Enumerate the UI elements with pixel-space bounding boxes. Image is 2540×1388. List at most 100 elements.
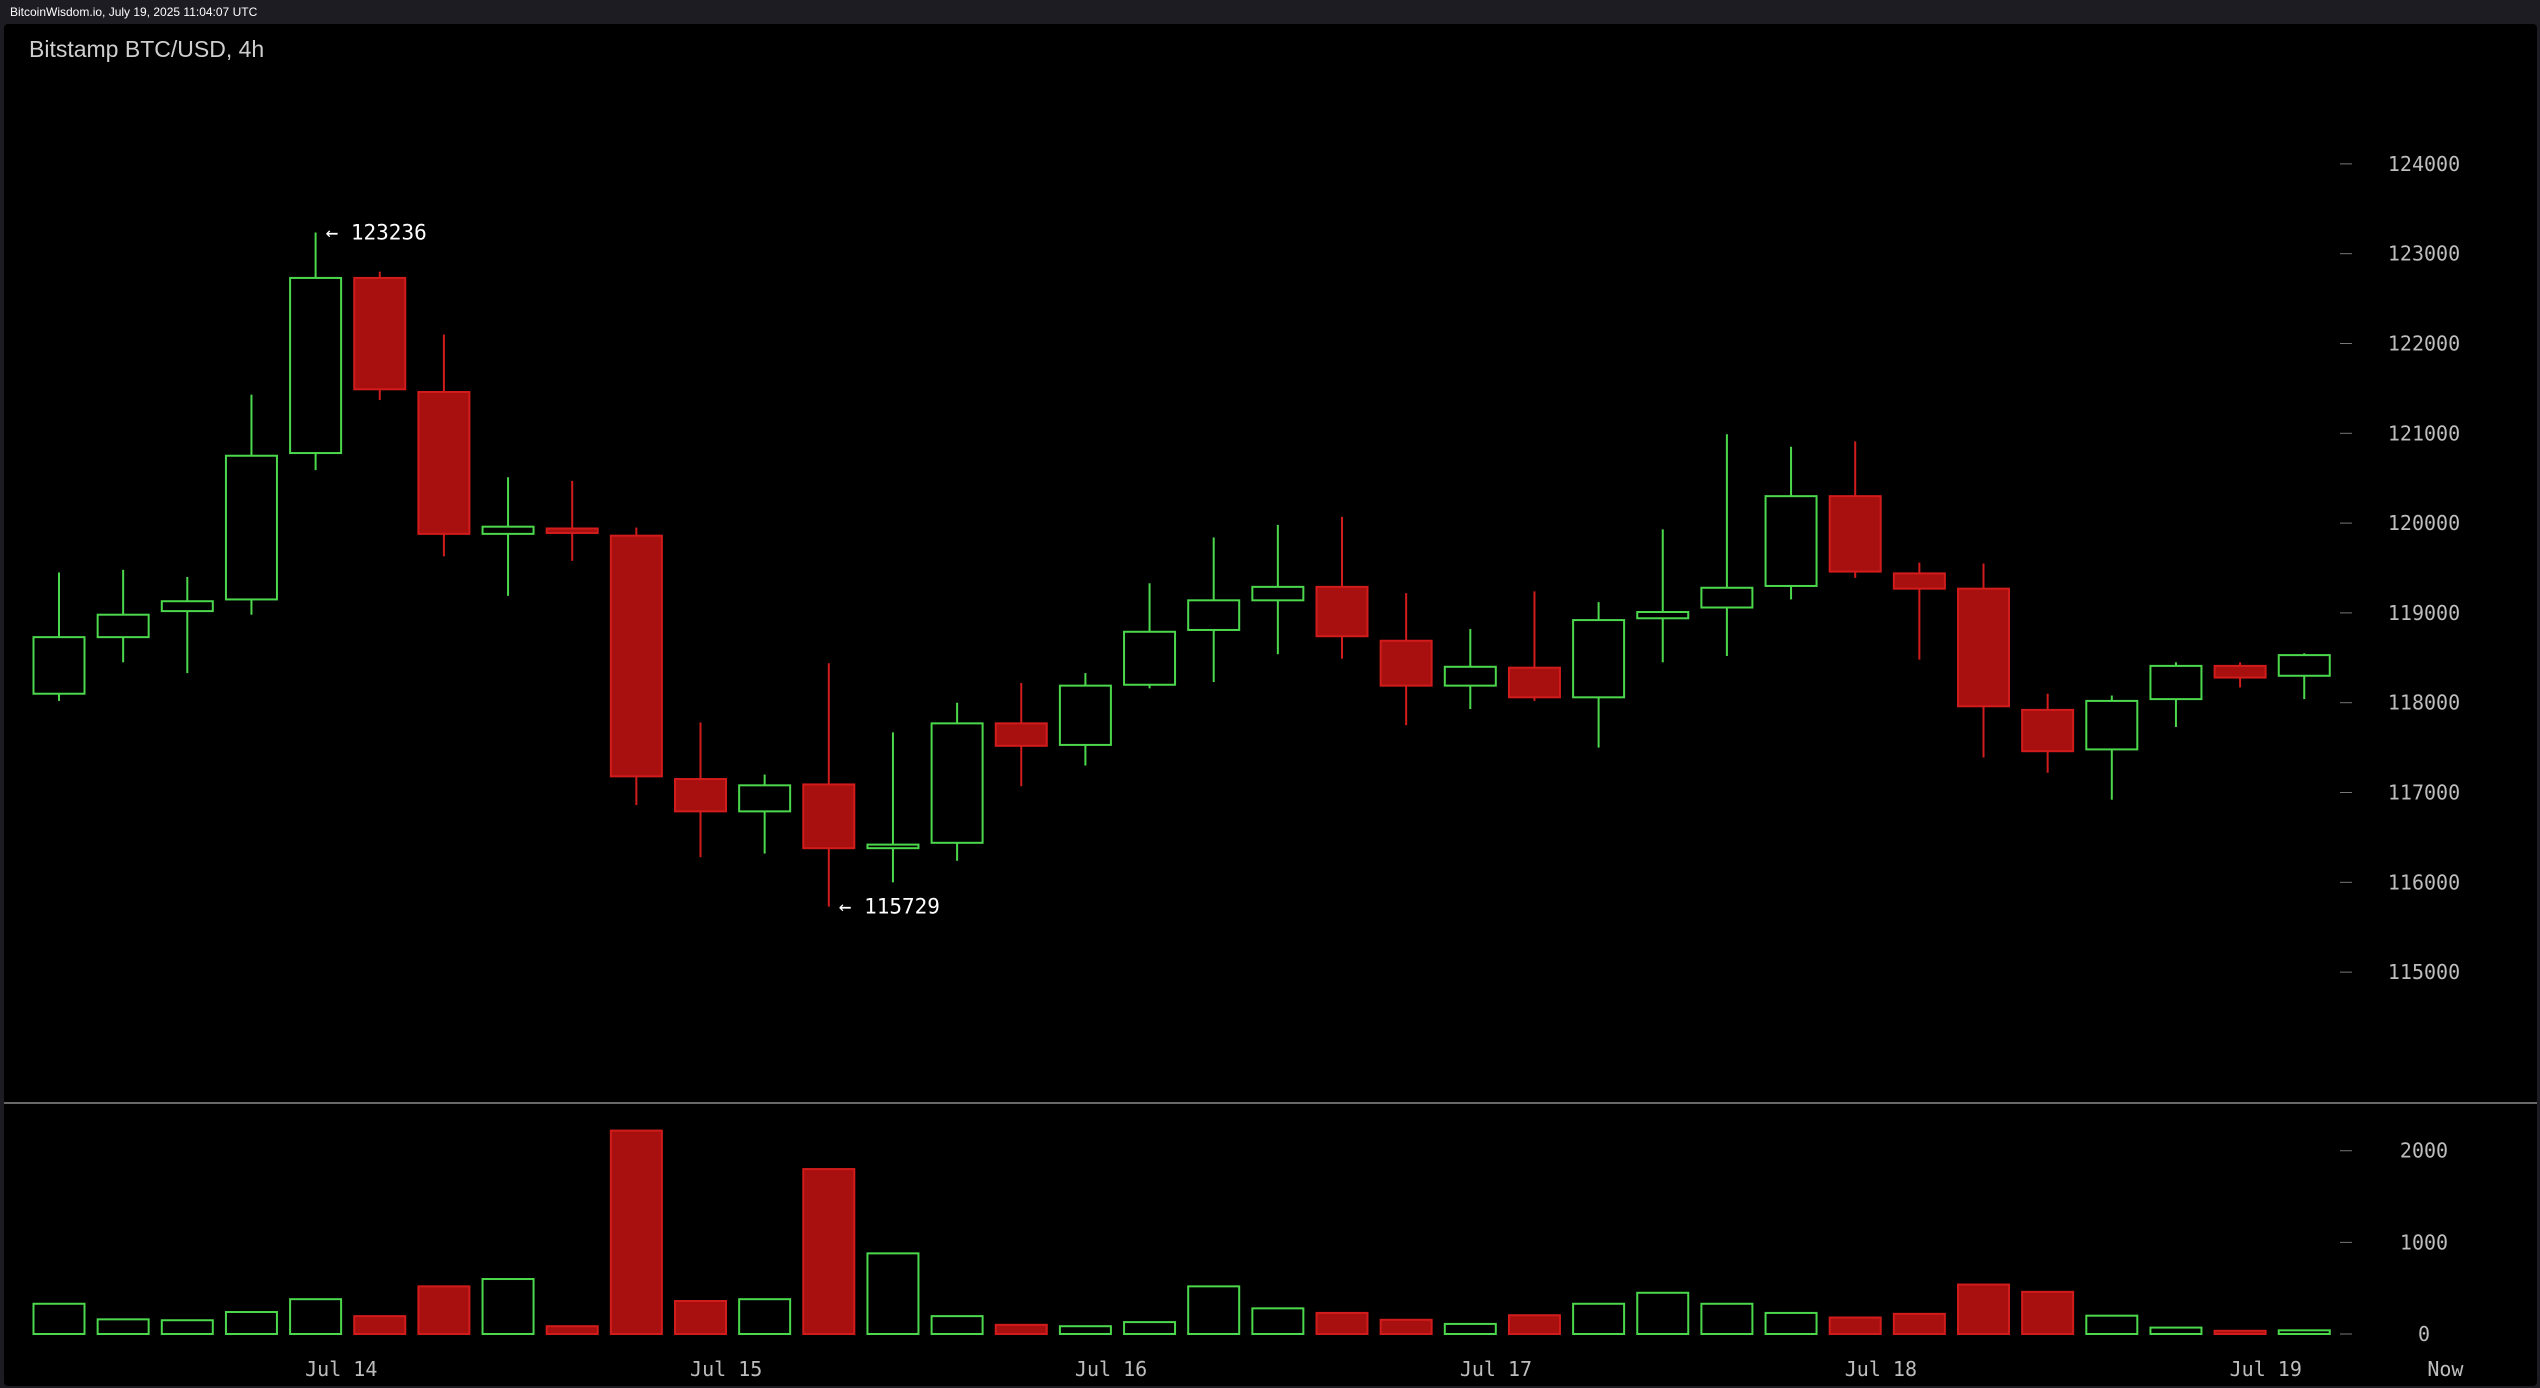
volume-bar-up (289, 1298, 343, 1336)
volume-bar-down (1957, 1283, 2010, 1335)
price-tick-label: 117000 (2388, 781, 2460, 805)
volume-bar-up (738, 1298, 792, 1336)
volume-bar-up (96, 1318, 150, 1336)
volume-tick-label: 1000 (2400, 1230, 2448, 1254)
volume-bar-up (1636, 1291, 1690, 1335)
candle-body-up (1187, 599, 1241, 631)
candle-body-down (994, 722, 1048, 747)
volume-bar-down (1379, 1318, 1433, 1336)
volume-bar-up (160, 1319, 214, 1335)
candle-body-up (1572, 619, 1626, 699)
x-axis-label: Jul 14 (305, 1357, 377, 1381)
volume-bar-down (417, 1285, 471, 1335)
volume-bar-up (2085, 1314, 2139, 1335)
labels-group: ← 123236 ← 115729 (326, 220, 940, 918)
x-axis-label: Jul 16 (1075, 1357, 1147, 1381)
price-tick-label: 122000 (2388, 331, 2460, 355)
candle-body-down (1315, 585, 1369, 638)
volume-bar-up (866, 1252, 920, 1335)
price-tick-label: 119000 (2388, 601, 2460, 625)
candle-body-up (96, 613, 150, 639)
volume-bar-up (224, 1311, 278, 1335)
candle-body-up (1123, 630, 1177, 686)
candle-body-down (2021, 708, 2075, 753)
candle-body-down (674, 778, 727, 813)
candle-body-down (1957, 587, 2010, 708)
volume-group (32, 1129, 2331, 1336)
volume-bar-up (1572, 1302, 1626, 1335)
candle-body-down (353, 276, 407, 391)
candle-body-down (545, 527, 599, 534)
candle-body-down (1507, 666, 1561, 699)
volume-bar-up (930, 1315, 984, 1336)
candle-body-up (930, 722, 984, 844)
site-label: BitcoinWisdom.io, July 19, 2025 11:04:07… (10, 5, 258, 19)
volume-bar-down (353, 1315, 407, 1336)
volume-bar-down (1828, 1316, 1882, 1335)
chart-panel: 124000 123000 122000 121000 120000 119000 1180… (4, 24, 2537, 1386)
candle-body-up (866, 843, 920, 850)
x-axis-label: Jul 19 (2230, 1357, 2302, 1381)
volume-bar-up (1187, 1285, 1241, 1335)
volume-bar-down (1892, 1312, 1946, 1336)
volume-bar-up (32, 1302, 86, 1335)
candle-body-up (1443, 665, 1497, 687)
volume-bar-up (1764, 1311, 1818, 1336)
volume-bar-down (1507, 1314, 1561, 1335)
candle-body-up (1764, 495, 1818, 587)
candle-body-up (1058, 684, 1112, 746)
volume-bar-up (481, 1278, 535, 1335)
price-tick-label: 124000 (2388, 152, 2460, 176)
candle-body-up (2277, 654, 2331, 677)
volume-bar-up (2149, 1326, 2203, 1336)
price-tick-label: 120000 (2388, 511, 2460, 535)
volume-bar-down (545, 1325, 599, 1335)
candle-body-up (2085, 699, 2139, 751)
candle-body-down (1892, 572, 1946, 590)
candle-body-up (481, 525, 535, 535)
candle-body-down (2213, 664, 2267, 679)
candle-body-up (224, 454, 278, 601)
candle-body-down (417, 390, 471, 535)
volume-bar-up (1123, 1321, 1177, 1336)
bodies-group (32, 276, 2331, 850)
candlestick-chart[interactable]: 124000 123000 122000 121000 120000 119000 1180… (4, 24, 2537, 1386)
volume-tick-label: 2000 (2400, 1139, 2448, 1163)
volume-bar-down (674, 1300, 727, 1335)
candle-body-up (1636, 611, 1690, 620)
candle-body-down (1828, 495, 1882, 573)
volume-bar-up (1700, 1302, 1754, 1335)
price-annotation: ← 123236 (326, 220, 427, 244)
candle-body-down (1379, 639, 1433, 687)
volume-bar-down (1315, 1311, 1369, 1336)
x-axis-label: Jul 18 (1845, 1357, 1917, 1381)
candle-body-up (160, 600, 214, 613)
price-tick-label: 115000 (2388, 960, 2460, 984)
price-tick-label: 118000 (2388, 691, 2460, 715)
volume-bar-up (1251, 1307, 1305, 1336)
x-axis-label: Jul 15 (690, 1357, 762, 1381)
axes-group: 124000 123000 122000 121000 120000 119000 1180… (4, 152, 2537, 1381)
volume-bar-up (1443, 1322, 1497, 1335)
volume-bar-up (1058, 1325, 1112, 1335)
candle-body-up (289, 276, 343, 455)
volume-bar-up (2277, 1329, 2331, 1336)
price-tick-label: 123000 (2388, 242, 2460, 266)
price-tick-label: 116000 (2388, 870, 2460, 894)
price-tick-label: 121000 (2388, 421, 2460, 445)
candle-body-up (32, 636, 86, 695)
volume-bar-down (2213, 1329, 2267, 1336)
volume-bar-down (609, 1129, 663, 1336)
volume-bar-down (994, 1323, 1048, 1336)
candle-body-up (2149, 664, 2203, 701)
candle-body-down (802, 783, 856, 850)
candle-body-up (1700, 586, 1754, 609)
volume-tick-label: 0 (2418, 1322, 2430, 1346)
chart-title: Bitstamp BTC/USD, 4h (29, 36, 265, 62)
top-bar: BitcoinWisdom.io, July 19, 2025 11:04:07… (0, 0, 2540, 24)
volume-bar-down (802, 1168, 856, 1335)
wicks-group (58, 232, 2306, 907)
x-axis-label: Jul 17 (1460, 1357, 1532, 1381)
candle-body-up (1251, 585, 1305, 602)
x-axis-label: Now (2427, 1357, 2464, 1381)
